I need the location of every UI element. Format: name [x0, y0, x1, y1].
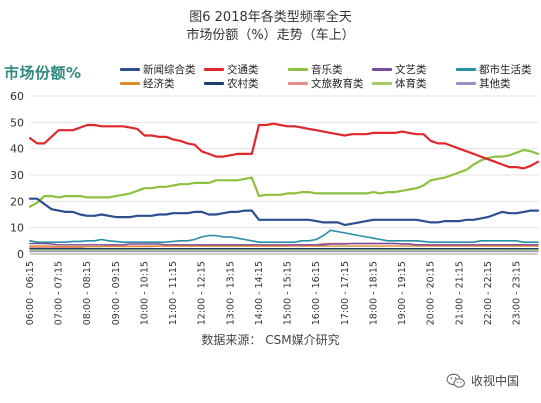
legend-label: 音乐类: [311, 63, 343, 76]
data-source: 数据来源： CSM媒介研究: [201, 333, 340, 347]
legend-swatch: [372, 67, 392, 71]
x-axis-ticks: 06:00 - 06:15 07:00 - 07:15 08:00 - 08:15 0…: [25, 261, 523, 325]
legend-item: 新闻综合类: [120, 62, 204, 77]
legend-row: 经济类 农村类 文旅教育类 体育类 其他类: [120, 76, 540, 90]
y-tick-label: 60: [10, 90, 24, 103]
series-line-5: [29, 245, 539, 248]
x-tick-label: 18:00 - 18:15: [368, 261, 379, 325]
legend-label: 新闻综合类: [143, 63, 196, 76]
chart-title-line2: 市场份额（%）走势（车上）: [186, 28, 355, 43]
legend-swatch: [288, 81, 308, 85]
y-tick-label: 30: [10, 169, 24, 182]
x-tick-label: 16:00 - 16:15: [311, 261, 322, 325]
legend-item: 文旅教育类: [288, 76, 372, 91]
x-tick-label: 23:00 - 23:15: [512, 261, 523, 325]
legend-item: 农村类: [204, 76, 288, 91]
x-tick-label: 07:00 - 07:15: [54, 261, 65, 325]
legend-swatch: [288, 67, 308, 71]
x-tick-label: 20:00 - 20:15: [426, 261, 437, 325]
x-tick-label: 13:00 - 13:15: [225, 261, 236, 325]
legend-label: 经济类: [143, 77, 175, 90]
x-tick-label: 09:00 - 09:15: [111, 261, 122, 325]
x-tick-label: 10:00 - 10:15: [139, 261, 150, 325]
legend-swatch: [120, 67, 140, 71]
series-line-3: [29, 242, 539, 246]
y-tick-label: 40: [10, 143, 24, 156]
legend-item: 体育类: [372, 76, 456, 91]
legend-swatch: [204, 67, 224, 71]
legend-swatch: [204, 81, 224, 85]
series-lines: [28, 122, 540, 253]
watermark: 收视中国: [446, 372, 519, 389]
legend-item: 交通类: [204, 62, 288, 77]
legend-swatch: [120, 81, 140, 85]
series-line-4: [29, 229, 539, 243]
legend-label: 其他类: [479, 77, 511, 90]
series-line-2: [28, 148, 540, 208]
legend-label: 文旅教育类: [311, 77, 364, 90]
y-tick-label: 20: [10, 195, 24, 208]
legend-row: 新闻综合类 交通类 音乐类 文艺类 都市生活类: [120, 62, 540, 76]
x-tick-label: 06:00 - 06:15: [25, 261, 36, 325]
line-chart: 0 10 20 30 40 50 60 06:00 - 06:15 07:00 - 07:15…: [10, 90, 540, 325]
y-axis-label: 市场份额%: [4, 64, 82, 82]
series-line-0: [28, 197, 540, 227]
legend-label: 交通类: [227, 63, 259, 76]
x-tick-label: 08:00 - 08:15: [82, 261, 93, 325]
chart-title-line1: 图6 2018年各类型频率全天: [189, 10, 352, 25]
x-tick-label: 17:00 - 17:15: [340, 261, 351, 325]
y-tick-label: 50: [10, 116, 24, 129]
x-tick-label: 19:00 - 19:15: [397, 261, 408, 325]
legend-swatch: [372, 81, 392, 85]
x-tick-label: 12:00 - 12:15: [197, 261, 208, 325]
x-tick-label: 11:00 - 11:15: [168, 261, 179, 325]
legend-swatch: [456, 81, 476, 85]
legend-label: 体育类: [395, 77, 427, 90]
wechat-icon: [446, 373, 465, 388]
legend-item: 其他类: [456, 76, 540, 91]
legend-label: 农村类: [227, 77, 259, 90]
x-tick-label: 15:00 - 15:15: [283, 261, 294, 325]
x-tick-label: 22:00 - 22:15: [483, 261, 494, 325]
legend-swatch: [456, 67, 476, 71]
y-axis-ticks: 0 10 20 30 40 50 60: [10, 90, 24, 261]
grid: [30, 95, 538, 255]
legend-item: 音乐类: [288, 62, 372, 77]
y-tick-label: 10: [10, 222, 24, 235]
legend-item: 文艺类: [372, 62, 456, 77]
legend-label: 都市生活类: [479, 63, 532, 76]
x-tick-label: 14:00 - 14:15: [254, 261, 265, 325]
legend-label: 文艺类: [395, 63, 427, 76]
legend: 新闻综合类 交通类 音乐类 文艺类 都市生活类 经济类 农村类 文旅教育类 体育类 其他类: [120, 62, 540, 90]
legend-item: 经济类: [120, 76, 204, 91]
y-tick-label: 0: [17, 248, 24, 261]
legend-item: 都市生活类: [456, 62, 540, 77]
series-line-1: [28, 122, 540, 170]
watermark-text: 收视中国: [470, 374, 519, 388]
x-tick-label: 21:00 - 21:15: [454, 261, 465, 325]
